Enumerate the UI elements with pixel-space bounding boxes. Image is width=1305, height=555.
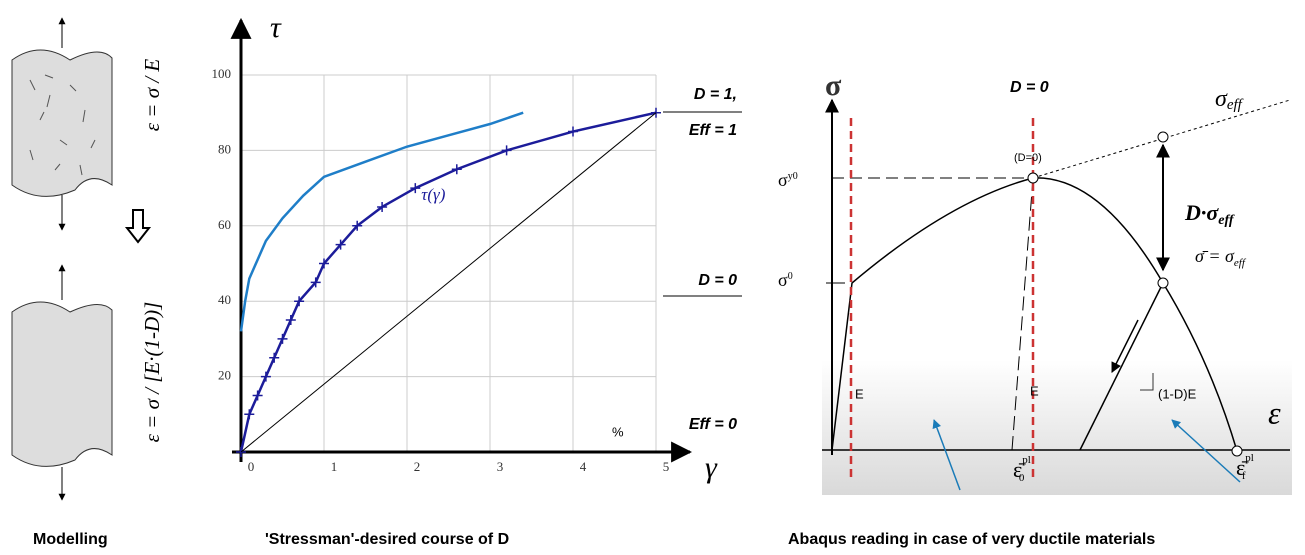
point <box>1157 131 1169 143</box>
unit-note: % <box>612 424 624 439</box>
label: D = 0 <box>1010 79 1049 96</box>
point-marker <box>294 296 305 307</box>
point <box>1027 172 1039 184</box>
x-tick-label: 2 <box>414 459 421 474</box>
cylinder <box>11 49 113 197</box>
point-marker <box>319 258 329 269</box>
series-line <box>239 111 524 332</box>
y-tick-label: 20 <box>218 368 231 383</box>
pointer <box>1171 419 1241 483</box>
point-marker <box>451 164 462 175</box>
label-base: σ̄ = σ <box>1195 246 1235 266</box>
label: ε <box>1268 394 1281 430</box>
series-line <box>239 111 657 453</box>
label-base: σ <box>1215 86 1228 112</box>
cylinder <box>11 301 113 467</box>
caption: Modelling <box>33 531 108 548</box>
pointer <box>932 419 961 491</box>
point-marker <box>252 390 263 401</box>
label: (1-D)E <box>1158 386 1197 401</box>
label-sub: y0 <box>788 171 798 182</box>
label: σ <box>825 69 842 102</box>
label: D·σeff <box>1184 200 1235 228</box>
annotation: D = 0 <box>698 272 737 289</box>
point-marker <box>244 409 255 420</box>
down-arrow <box>124 209 152 244</box>
x-tick-label: 0 <box>248 459 255 474</box>
y-tick-label: 100 <box>212 66 232 81</box>
label: (D=0) <box>1014 152 1042 164</box>
arrow <box>1111 319 1139 373</box>
point-marker <box>410 183 421 194</box>
label-sub: 0 <box>788 271 793 282</box>
label-sup: pl <box>1245 452 1254 464</box>
point-marker <box>269 352 280 363</box>
y-axis-label: τ <box>270 11 282 44</box>
cracks <box>29 74 96 176</box>
label: ε̄pl 0 <box>1013 454 1031 484</box>
curve <box>831 177 1238 452</box>
series-line <box>240 112 657 453</box>
point-marker <box>352 220 363 231</box>
modelling: ε = σ / E ε = σ / [E·(1-D)] Modelling <box>11 17 164 548</box>
label: σy0 <box>778 170 798 190</box>
label-sub: eff <box>1234 257 1247 269</box>
label-sub: eff <box>1227 97 1244 113</box>
point-marker <box>568 126 578 137</box>
annotation: D = 1, <box>694 86 737 103</box>
y-tick-label: 40 <box>218 292 231 307</box>
label-base: σ <box>778 270 788 290</box>
label: E <box>1030 383 1039 398</box>
slope-triangle <box>1140 373 1154 391</box>
background <box>822 360 1292 495</box>
equation: ε = σ / [E·(1-D)] <box>140 302 164 443</box>
point-marker <box>501 145 512 156</box>
annotation: Eff = 0 <box>689 416 737 433</box>
label-sub: eff <box>1218 213 1235 228</box>
equation: ε = σ / E <box>140 59 164 132</box>
label-base: D·σ <box>1184 200 1219 225</box>
point <box>1157 277 1169 289</box>
label-base: σ <box>778 170 788 190</box>
label-sup: pl <box>1022 454 1031 466</box>
x-axis-label: γ <box>705 451 718 484</box>
label-sub: 0 <box>1019 472 1025 484</box>
label: E <box>855 386 864 401</box>
point-marker <box>277 333 288 344</box>
point-marker <box>310 277 321 288</box>
caption: 'Stressman'-desired course of D <box>265 531 509 548</box>
guide <box>1011 177 1034 451</box>
label: σ̄ = σeff <box>1195 246 1247 268</box>
point <box>1231 445 1243 457</box>
point-marker <box>335 239 346 250</box>
point-marker <box>260 371 271 382</box>
label: σeff <box>1215 86 1244 114</box>
x-tick-label: 4 <box>580 459 587 474</box>
y-tick-label: 80 <box>218 141 231 156</box>
caption: Abaqus reading in case of very ductile m… <box>788 531 1155 548</box>
point-marker <box>285 315 296 326</box>
abaqus-diagram: σ D = 0 σeff (D=0) σy0 σ0 D·σeff σ̄ = σe… <box>778 69 1292 548</box>
x-tick-label: 1 <box>331 459 338 474</box>
point-marker <box>377 201 388 212</box>
x-tick-label: 3 <box>497 459 504 474</box>
label-sub: f <box>1242 470 1246 482</box>
y-tick-label: 60 <box>218 217 231 232</box>
annotation: Eff = 1 <box>689 122 737 139</box>
x-tick-label: 5 <box>663 459 670 474</box>
label: σ0 <box>778 270 793 290</box>
unload-line <box>1079 282 1164 451</box>
grid <box>240 74 657 452</box>
series-label: τ(γ) <box>421 185 445 204</box>
